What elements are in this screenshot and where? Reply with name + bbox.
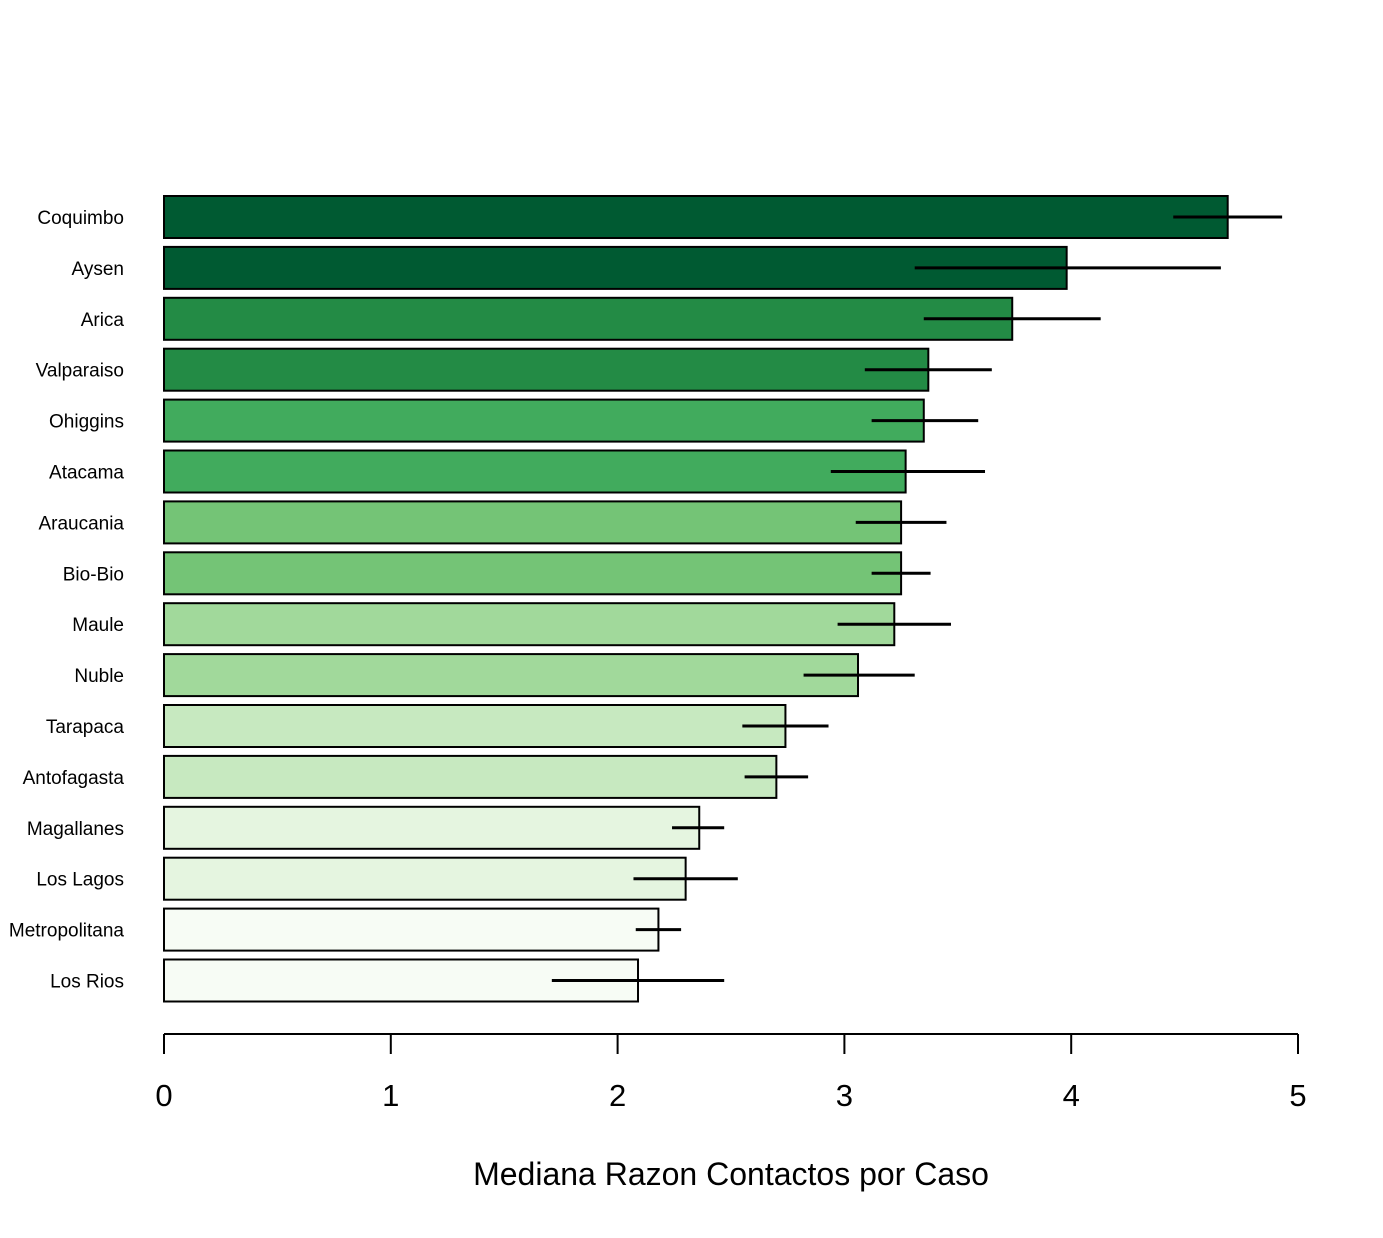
- category-labels-group: Coquimbo Aysen Arica Valparaiso Ohiggins Atac…: [9, 208, 125, 993]
- category-label: Aysen: [72, 259, 124, 280]
- category-label: Los Rios: [50, 972, 124, 993]
- bar-valparaiso: [163, 347, 930, 392]
- bar-antofagasta: [163, 754, 778, 799]
- category-label: Antofagasta: [23, 768, 125, 789]
- bar-tarapaca: [163, 704, 787, 748]
- bar-nuble: [163, 653, 860, 698]
- category-label: Araucania: [38, 513, 124, 534]
- x-tick-label: 0: [155, 1078, 172, 1113]
- x-axis: 0 1 2 3 4 5: [155, 1033, 1307, 1113]
- category-label: Atacama: [49, 463, 124, 484]
- x-tick-label: 3: [836, 1078, 853, 1113]
- category-label: Ohiggins: [49, 412, 124, 433]
- bar-los-lagos: [163, 856, 687, 901]
- x-tick-label: 4: [1063, 1078, 1080, 1113]
- x-tick-label: 1: [382, 1078, 399, 1113]
- bar-magallanes: [163, 805, 701, 850]
- category-label: Arica: [81, 310, 125, 331]
- category-label: Bio-Bio: [63, 564, 124, 585]
- bar-bio-bio: [163, 551, 903, 596]
- bar-arica: [163, 296, 1014, 341]
- bar-coquimbo: [163, 195, 1229, 239]
- category-label: Maule: [72, 615, 124, 636]
- bar-ohiggins: [163, 398, 925, 443]
- category-label: Magallanes: [27, 819, 124, 840]
- category-label: Tarapaca: [46, 717, 125, 738]
- category-label: Coquimbo: [37, 208, 124, 229]
- error-bars-group: [551, 215, 1283, 982]
- category-label: Nuble: [74, 666, 124, 687]
- x-tick-label: 5: [1289, 1078, 1306, 1113]
- bar-metropolitana: [163, 907, 660, 952]
- x-tick-label: 2: [609, 1078, 626, 1113]
- bar-maule: [163, 602, 896, 647]
- bars-group: [163, 195, 1229, 1003]
- category-label: Los Lagos: [36, 870, 124, 891]
- x-axis-title: Mediana Razon Contactos por Caso: [473, 1156, 989, 1192]
- bar-atacama: [163, 449, 907, 494]
- category-label: Metropolitana: [9, 921, 125, 942]
- category-label: Valparaiso: [36, 361, 124, 382]
- bar-araucania: [163, 500, 903, 545]
